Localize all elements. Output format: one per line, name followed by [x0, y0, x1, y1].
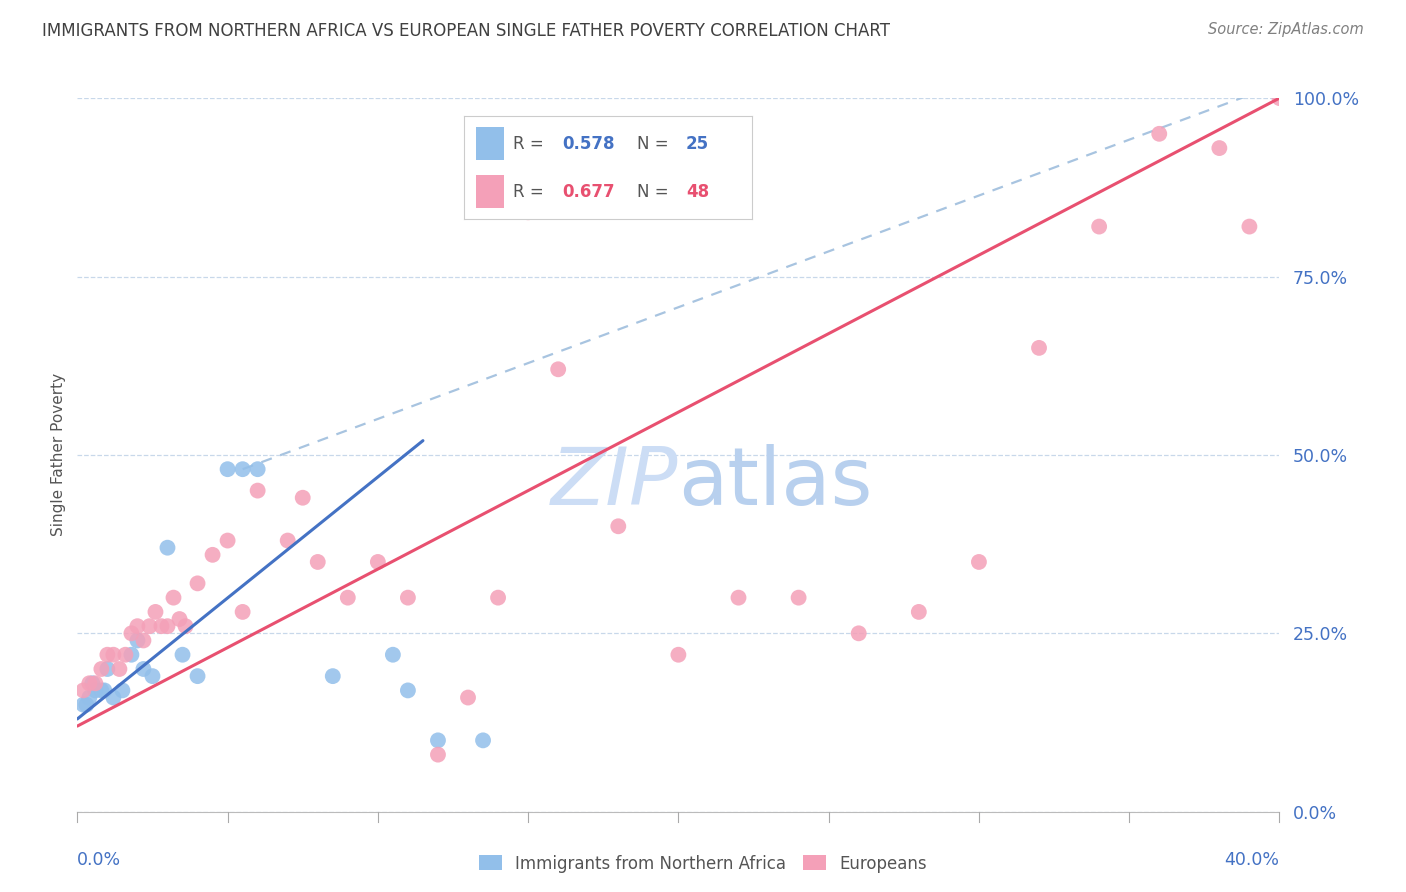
Point: [1208, 141, 1230, 155]
Point: [427, 747, 450, 762]
Point: [908, 605, 931, 619]
Text: N =: N =: [637, 183, 673, 201]
Point: [72, 683, 94, 698]
Text: 0.677: 0.677: [562, 183, 614, 201]
Text: 40.0%: 40.0%: [1225, 851, 1279, 869]
Point: [1149, 127, 1171, 141]
Point: [127, 633, 149, 648]
Point: [668, 648, 690, 662]
Point: [457, 690, 479, 705]
Point: [75, 698, 97, 712]
Point: [79, 690, 101, 705]
Point: [120, 626, 142, 640]
Point: [174, 619, 197, 633]
Point: [232, 605, 254, 619]
Text: 48: 48: [686, 183, 709, 201]
Point: [93, 683, 115, 698]
Point: [187, 576, 209, 591]
Point: [162, 591, 184, 605]
Point: [82, 676, 104, 690]
Point: [217, 462, 239, 476]
Point: [246, 462, 269, 476]
Point: [156, 541, 179, 555]
Point: [132, 662, 155, 676]
FancyBboxPatch shape: [475, 128, 505, 160]
Point: [1268, 91, 1291, 105]
Point: [150, 619, 173, 633]
Point: [172, 648, 194, 662]
Point: [84, 683, 107, 698]
Point: [291, 491, 314, 505]
Point: [576, 198, 599, 212]
Point: [187, 669, 209, 683]
Point: [96, 648, 118, 662]
Point: [72, 698, 94, 712]
Point: [111, 683, 134, 698]
Text: 0.0%: 0.0%: [77, 851, 121, 869]
Point: [517, 205, 540, 219]
Point: [367, 555, 389, 569]
Text: IMMIGRANTS FROM NORTHERN AFRICA VS EUROPEAN SINGLE FATHER POVERTY CORRELATION CH: IMMIGRANTS FROM NORTHERN AFRICA VS EUROP…: [42, 22, 890, 40]
Point: [132, 633, 155, 648]
Y-axis label: Single Father Poverty: Single Father Poverty: [51, 374, 66, 536]
Point: [90, 662, 112, 676]
Point: [246, 483, 269, 498]
Text: N =: N =: [637, 135, 673, 153]
Point: [1028, 341, 1050, 355]
Point: [90, 683, 112, 698]
Point: [217, 533, 239, 548]
Point: [607, 519, 630, 533]
Point: [336, 591, 359, 605]
Point: [967, 555, 990, 569]
Text: 0.578: 0.578: [562, 135, 614, 153]
Text: ZIP: ZIP: [551, 444, 679, 523]
Point: [486, 591, 509, 605]
Point: [381, 648, 404, 662]
Text: Source: ZipAtlas.com: Source: ZipAtlas.com: [1208, 22, 1364, 37]
Point: [169, 612, 191, 626]
Point: [127, 619, 149, 633]
Point: [84, 676, 107, 690]
Point: [307, 555, 329, 569]
Point: [103, 690, 125, 705]
Point: [277, 533, 299, 548]
Point: [427, 733, 450, 747]
Point: [848, 626, 870, 640]
Point: [96, 662, 118, 676]
Point: [120, 648, 142, 662]
Point: [322, 669, 344, 683]
Point: [103, 648, 125, 662]
Point: [472, 733, 495, 747]
Point: [201, 548, 224, 562]
Point: [79, 676, 101, 690]
Point: [1088, 219, 1111, 234]
Point: [114, 648, 136, 662]
Point: [547, 362, 569, 376]
Point: [727, 591, 749, 605]
Legend: Immigrants from Northern Africa, Europeans: Immigrants from Northern Africa, Europea…: [472, 848, 934, 880]
Point: [787, 591, 810, 605]
Point: [1239, 219, 1261, 234]
Text: R =: R =: [513, 183, 548, 201]
Point: [108, 662, 131, 676]
Point: [145, 605, 167, 619]
Text: R =: R =: [513, 135, 548, 153]
Text: 25: 25: [686, 135, 709, 153]
Point: [396, 683, 419, 698]
Point: [232, 462, 254, 476]
Point: [396, 591, 419, 605]
FancyBboxPatch shape: [475, 176, 505, 208]
Point: [138, 619, 160, 633]
Text: atlas: atlas: [679, 444, 873, 523]
Point: [141, 669, 163, 683]
Point: [156, 619, 179, 633]
